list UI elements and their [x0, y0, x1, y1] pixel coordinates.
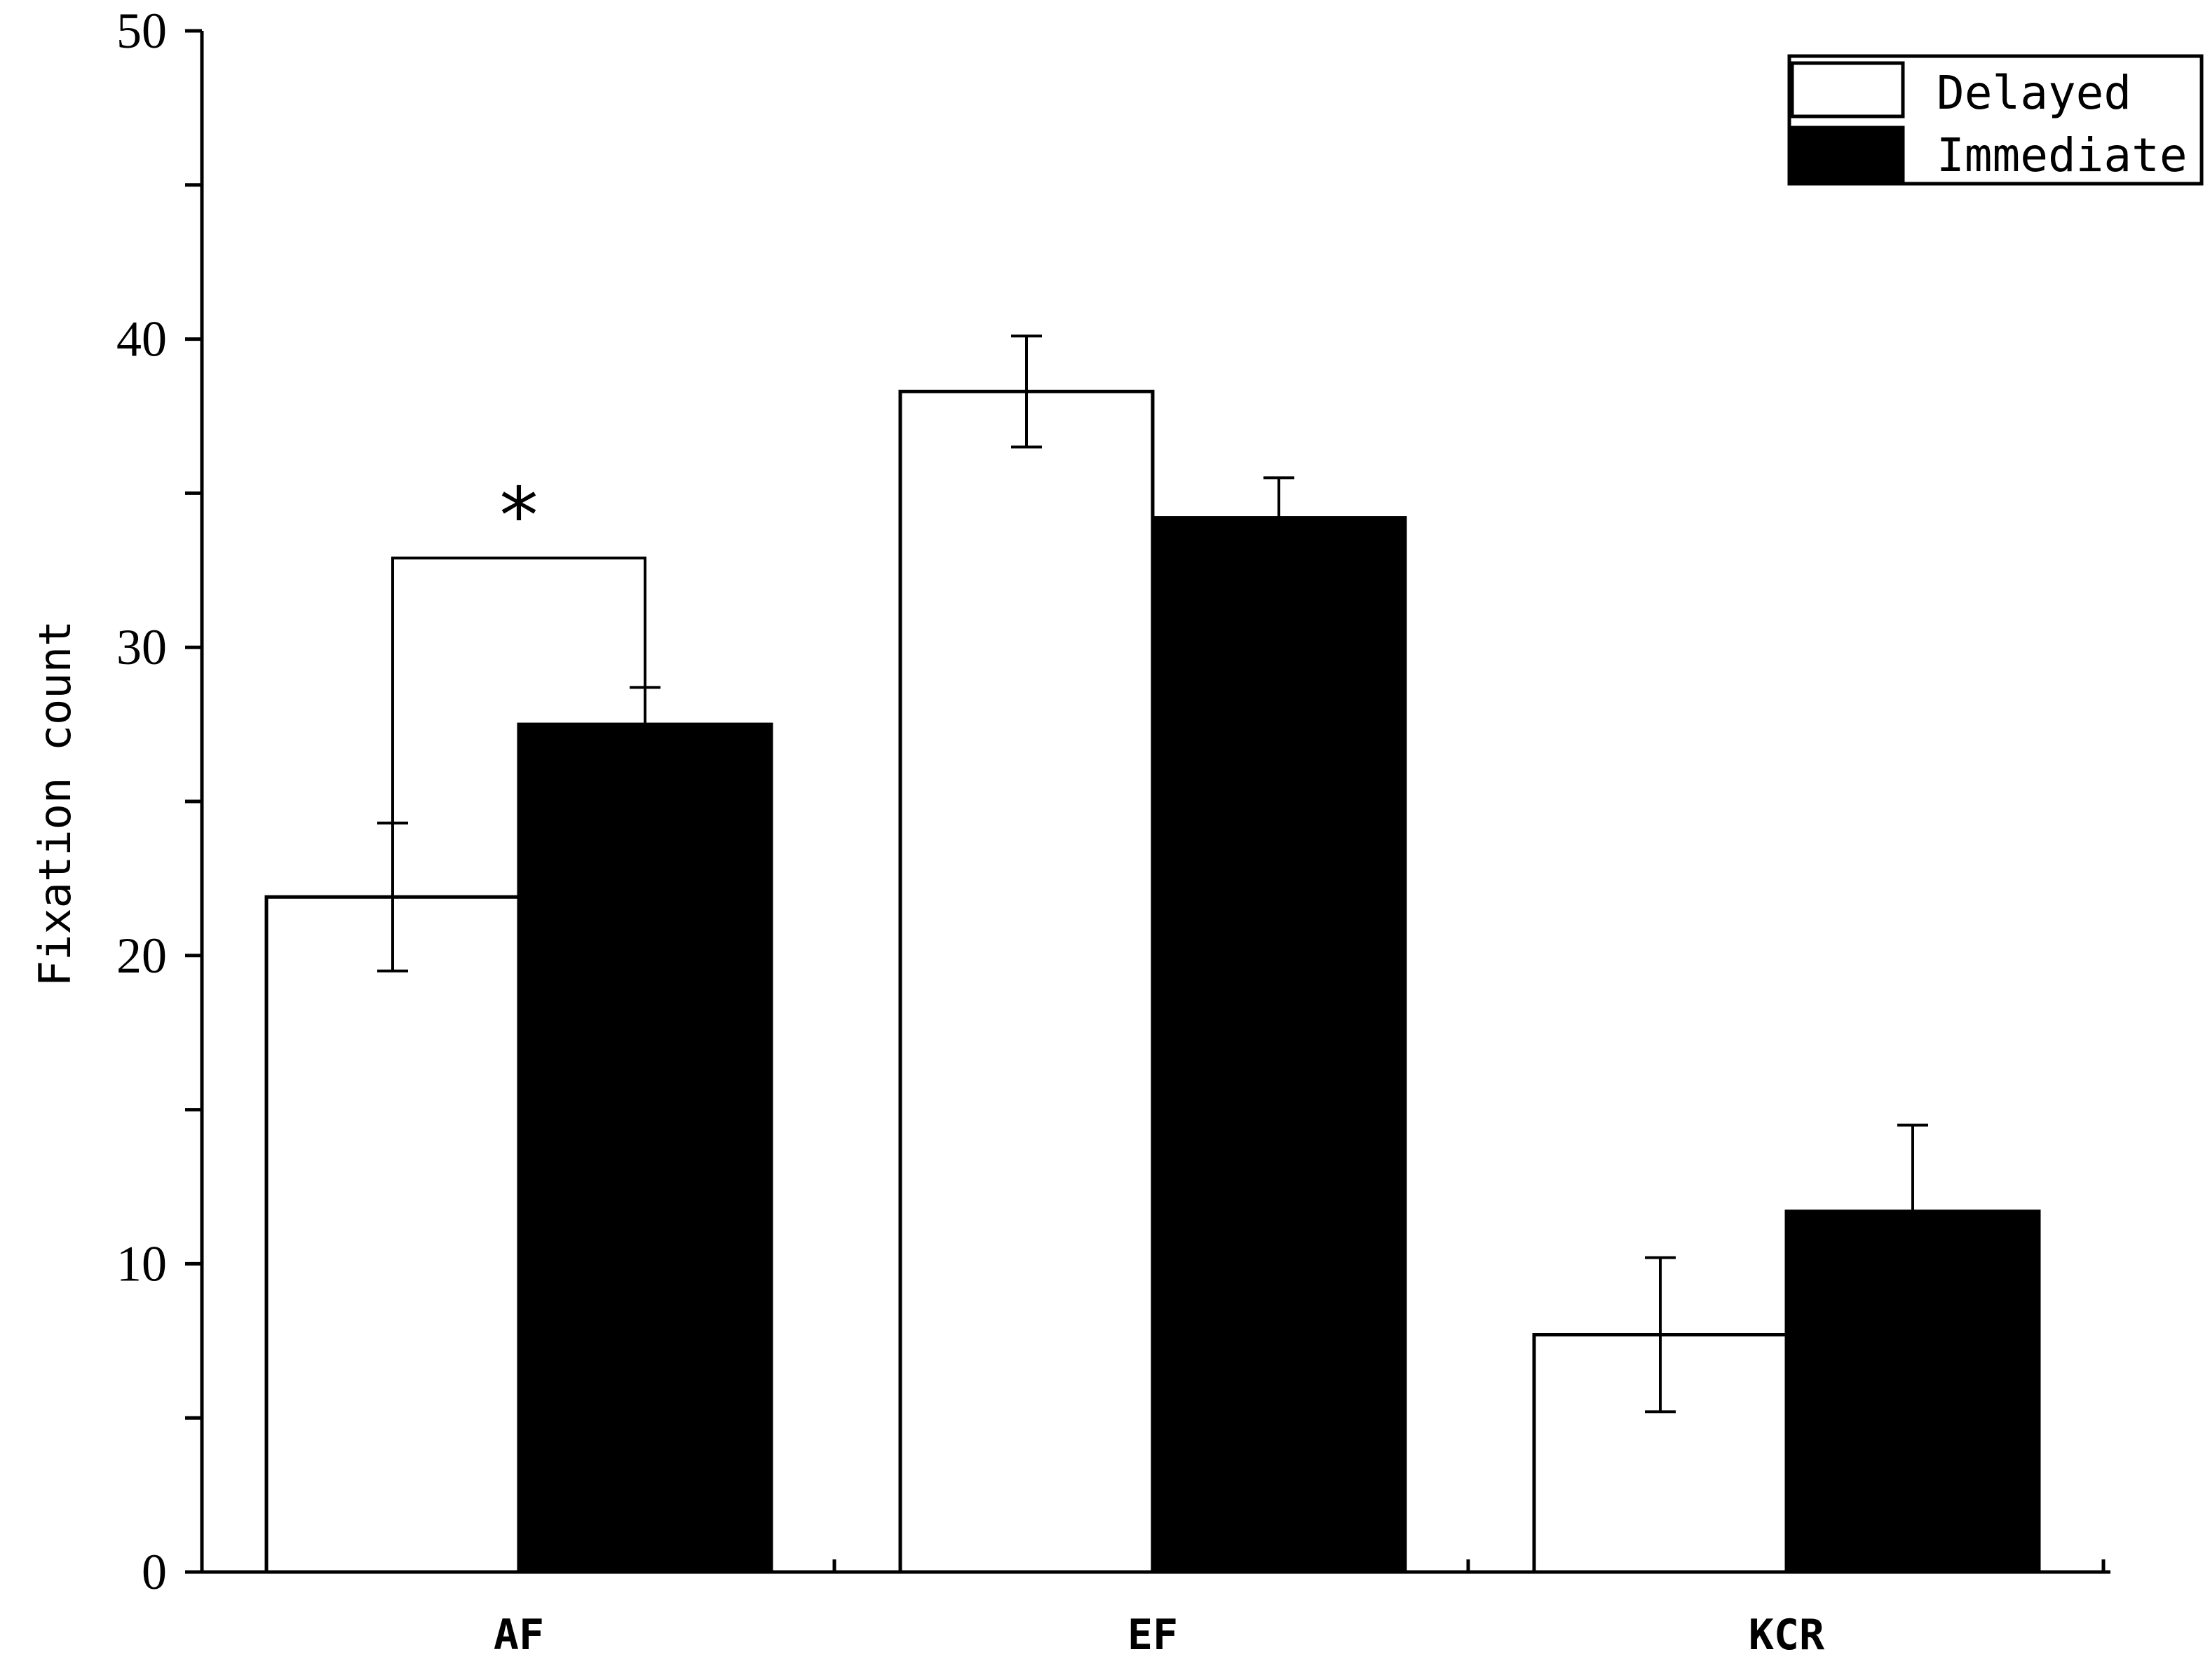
bar-ef-delayed: [898, 389, 1155, 1574]
bar-kcr-immediate: [1784, 1210, 2041, 1574]
x-tick-label-ef: EF: [1127, 1611, 1178, 1660]
legend-label-delayed: Delayed: [1937, 66, 2131, 120]
y-tick-label: 30: [116, 619, 167, 675]
x-tick-label-kcr: KCR: [1749, 1611, 1825, 1660]
significance-star: *: [500, 471, 538, 561]
y-tick-label: 10: [116, 1235, 167, 1292]
y-tick-label: 50: [116, 3, 167, 59]
y-axis-title: Fixation count: [29, 621, 81, 987]
bar-af-immediate: [517, 722, 773, 1574]
bar-af-delayed: [264, 895, 521, 1574]
y-tick-label: 40: [116, 311, 167, 367]
legend-swatch-delayed: [1790, 61, 1905, 118]
x-tick-label-af: AF: [494, 1611, 544, 1660]
y-tick-label: 20: [116, 928, 167, 984]
significance-bracket: [391, 556, 646, 823]
bar-ef-immediate: [1151, 516, 1407, 1574]
y-tick-label: 0: [142, 1544, 167, 1600]
legend-swatch-immediate: [1790, 126, 1905, 184]
legend-label-immediate: Immediate: [1937, 128, 2188, 182]
